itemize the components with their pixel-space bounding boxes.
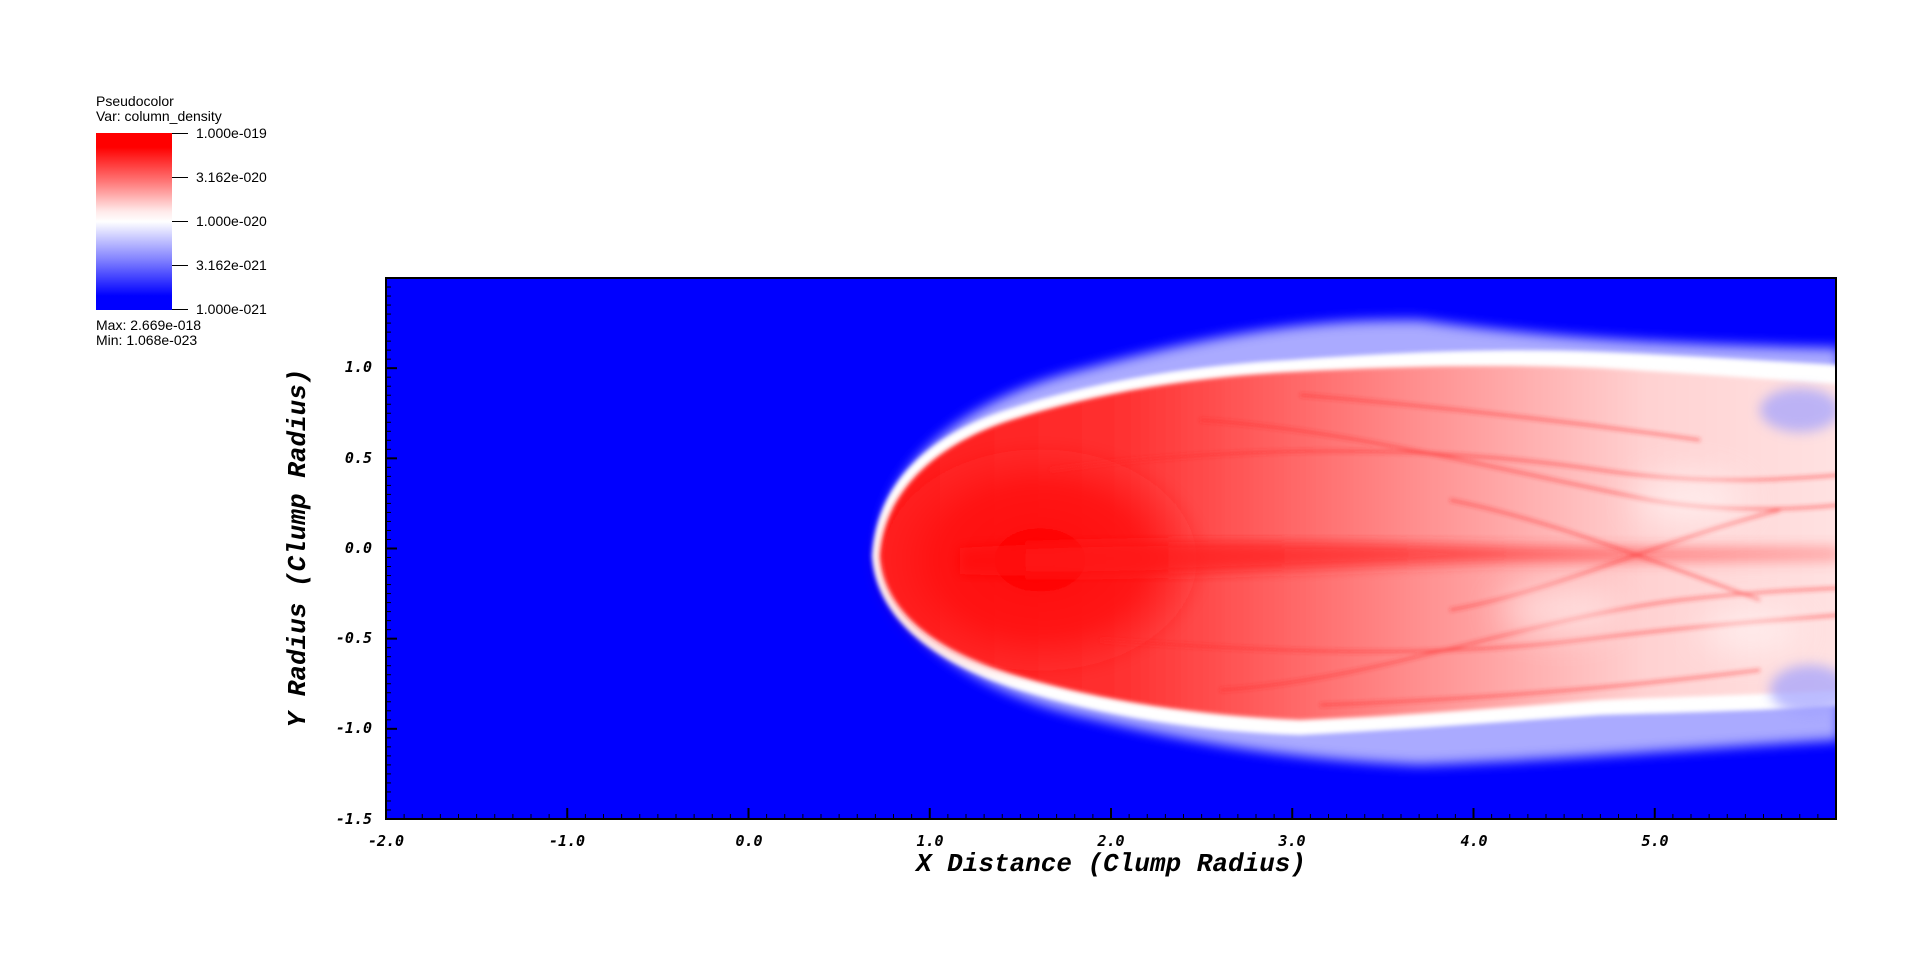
legend-tick-mark	[172, 265, 188, 266]
y-tick-label: 0.0	[345, 539, 372, 557]
y-tick-label: 1.0	[345, 358, 372, 376]
legend-tick-mark	[172, 177, 188, 178]
legend-tick-mark	[172, 309, 188, 310]
legend-min: Min: 1.068e-023	[96, 332, 198, 348]
x-tick-label: 4.0	[1460, 832, 1487, 850]
x-tick-label: 5.0	[1641, 832, 1668, 850]
y-tick-label: -1.0	[336, 719, 372, 737]
legend-tick-label: 1.000e-019	[196, 125, 267, 141]
y-axis-title: Y Radius (Clump Radius)	[283, 369, 313, 728]
x-tick-label: 3.0	[1277, 832, 1305, 850]
x-tick-labels: -2.0 -1.0 0.0 1.0 2.0 3.0 4.0 5.0	[368, 832, 1669, 850]
legend-variable: Var: column_density	[96, 108, 222, 124]
x-tick-label: 1.0	[916, 832, 943, 850]
legend-tick-mark	[172, 221, 188, 222]
legend-tick-label: 1.000e-020	[196, 213, 267, 229]
color-legend: Pseudocolor Var: column_density 1.000e-0…	[96, 94, 316, 364]
major-ticks	[385, 367, 1656, 820]
legend-tick-mark	[172, 133, 188, 134]
legend-max: Max: 2.669e-018	[96, 317, 202, 333]
heatmap-tail-stream	[960, 541, 1836, 576]
x-tick-label: -1.0	[549, 832, 585, 850]
legend-color-bar	[96, 133, 172, 310]
heatmap-tail-patches	[1500, 475, 1800, 650]
legend-title: Pseudocolor	[96, 93, 174, 109]
x-tick-label: -2.0	[368, 832, 404, 850]
legend-tick-label: 3.162e-020	[196, 169, 267, 185]
heatmap-field	[386, 278, 1836, 819]
legend-tick-label: 3.162e-021	[196, 257, 267, 273]
y-tick-label: -0.5	[336, 629, 372, 647]
y-tick-labels: 1.0 0.5 0.0 -0.5 -1.0 -1.5	[336, 358, 372, 828]
heatmap-edge-intrusions	[1760, 388, 1836, 715]
legend-tick-label: 1.000e-021	[196, 301, 267, 317]
legend-min-max: Max: 2.669e-018 Min: 1.068e-023	[96, 318, 201, 348]
y-tick-label: -1.5	[336, 810, 372, 828]
y-tick-label: 0.5	[345, 449, 372, 467]
x-axis-title: X Distance (Clump Radius)	[914, 849, 1306, 879]
x-tick-label: 2.0	[1096, 832, 1124, 850]
x-tick-label: 0.0	[735, 832, 762, 850]
minor-ticks	[386, 286, 1819, 819]
